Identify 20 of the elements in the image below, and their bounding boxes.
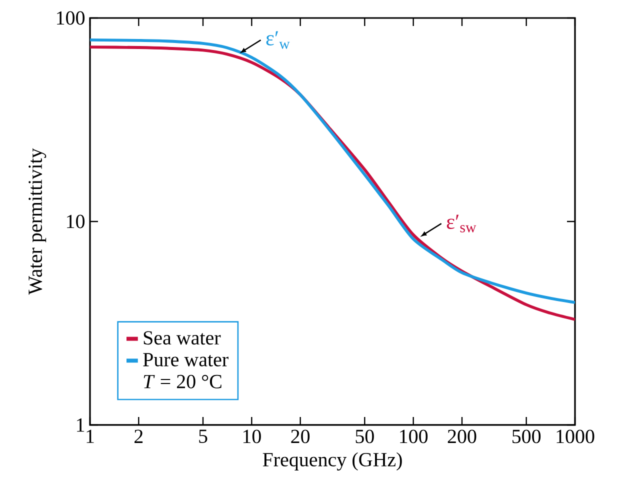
x-tick-label: 10 — [243, 430, 261, 444]
y-axis-title: Water permittivity — [28, 148, 46, 295]
x-tick-label: 50 — [356, 430, 374, 444]
x-tick-label: 1 — [86, 430, 94, 443]
legend-title: T = 20 °C — [144, 374, 222, 388]
legend-label: Pure water — [143, 353, 228, 366]
x-tick-label: 500 — [512, 430, 541, 444]
x-tick-label: 2 — [134, 430, 143, 443]
annotation: ε′$_{sw}$ — [446, 214, 476, 232]
x-tick-label: 20 — [291, 430, 310, 444]
x-tick-label: 200 — [448, 430, 476, 444]
annotation: ε′$_{w}$ — [266, 31, 290, 49]
y-tick-label: 10 — [67, 214, 85, 228]
legend-label: Sea water — [144, 331, 221, 345]
y-tick-label: 100 — [57, 11, 85, 25]
y-tick-label: 1 — [77, 418, 84, 432]
x-tick-label: 100 — [400, 430, 428, 444]
x-axis-title: Frequency (GHz) — [262, 452, 402, 471]
x-tick-label: 5 — [199, 430, 208, 443]
x-tick-label: 1000 — [556, 430, 594, 444]
